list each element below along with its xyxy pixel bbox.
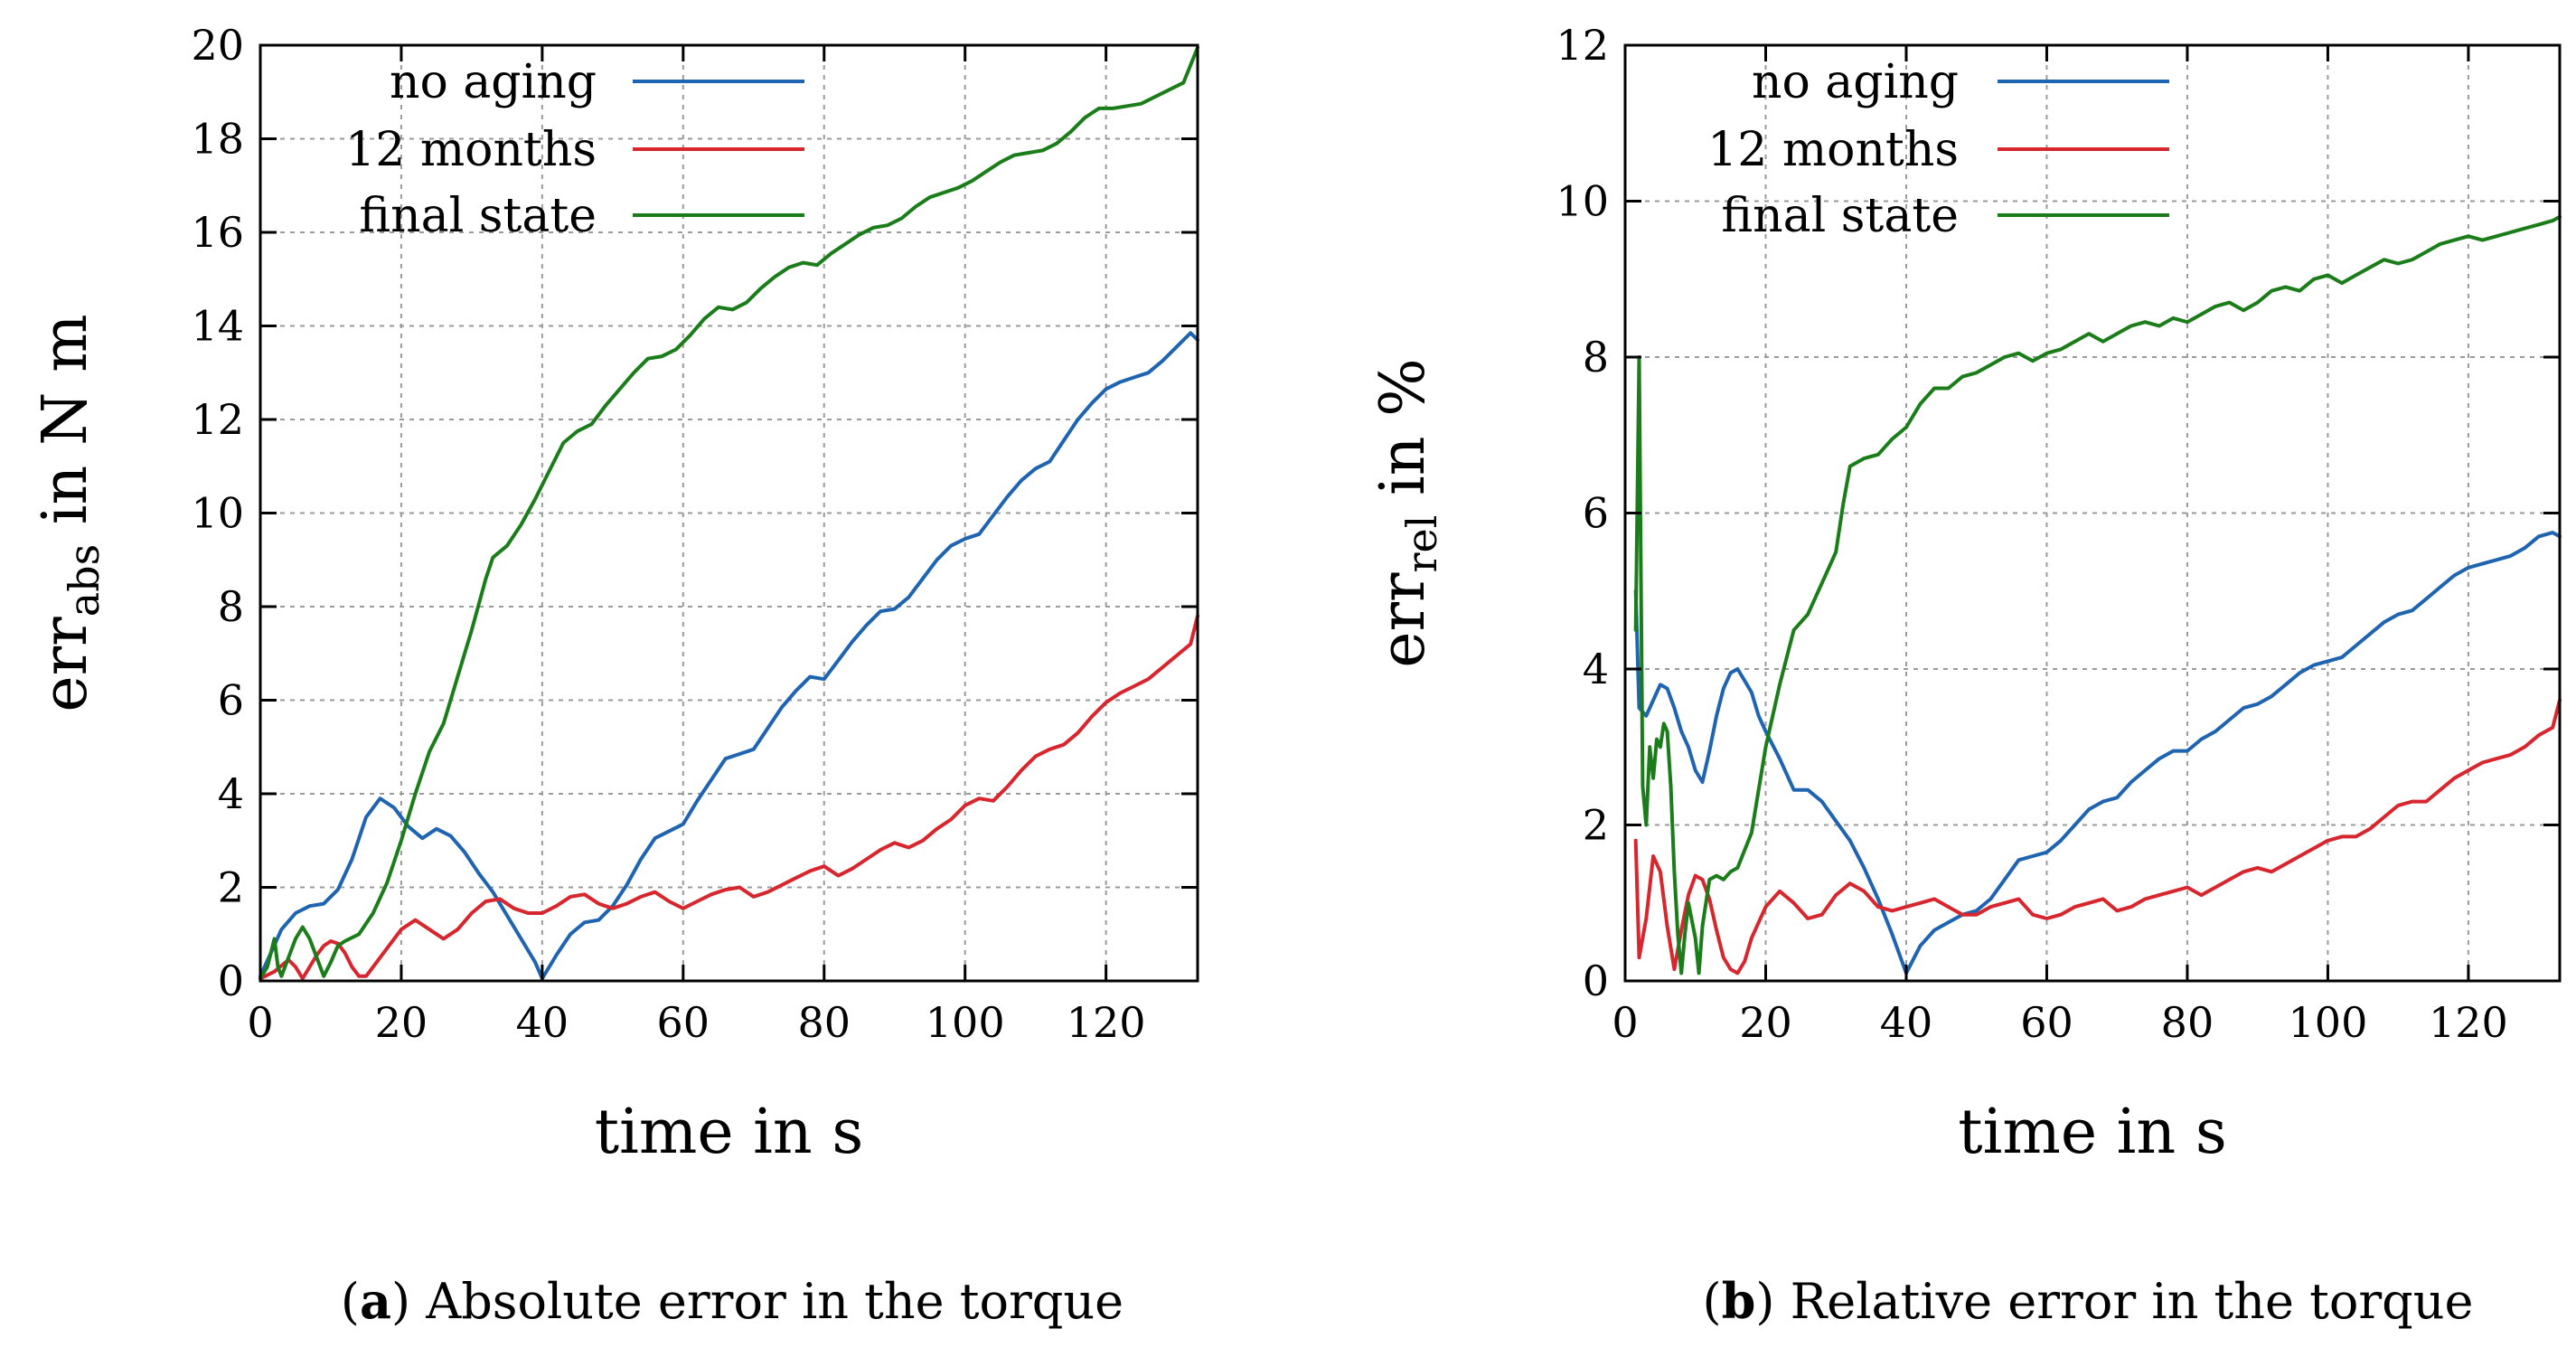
legend-label: 12 months	[345, 123, 597, 177]
series-line-no-aging	[259, 331, 1199, 981]
x-tick-label: 80	[2161, 998, 2214, 1047]
y-tick-label: 2	[1583, 801, 1609, 850]
y-axis-label-unit: in N m	[30, 314, 101, 543]
y-axis-label-subscript: rel	[1397, 515, 1446, 573]
caption-text: Absolute error in the torque	[425, 1273, 1123, 1330]
y-tick-label: 18	[191, 115, 244, 164]
series-line-12-months	[259, 614, 1199, 981]
y-tick-label: 14	[191, 302, 244, 351]
legend-label: no aging	[390, 55, 597, 109]
x-tick-label: 120	[1067, 998, 1146, 1047]
caption: (b) Relative error in the torque	[1703, 1272, 2474, 1330]
y-tick-label: 2	[218, 863, 244, 912]
y-tick-label: 12	[191, 395, 244, 444]
caption-tag: b	[1722, 1272, 1756, 1330]
y-tick-label: 6	[218, 676, 244, 725]
caption-tag: a	[360, 1272, 391, 1330]
y-axis-label: errrel in %	[1368, 358, 1446, 668]
x-tick-label: 60	[657, 998, 710, 1047]
x-tick-label: 40	[1880, 998, 1933, 1047]
series-line-no-aging	[1633, 531, 2562, 975]
y-axis-label-subscript: abs	[60, 544, 108, 617]
y-axis-label-unit: in %	[1368, 358, 1439, 514]
legend-label: final state	[359, 189, 597, 243]
y-tick-label: 10	[191, 489, 244, 538]
x-tick-label: 0	[1612, 998, 1638, 1047]
y-tick-label: 0	[1583, 956, 1609, 1005]
y-tick-label: 6	[1583, 489, 1609, 538]
x-tick-label: 20	[1739, 998, 1792, 1047]
y-tick-label: 12	[1556, 21, 1609, 70]
caption-text: Relative error in the torque	[1791, 1273, 2474, 1330]
y-tick-label: 8	[1583, 333, 1609, 382]
y-axis-label-main: err	[1368, 572, 1439, 668]
x-tick-label: 80	[797, 998, 851, 1047]
series-line-final-state	[1633, 214, 2562, 975]
y-axis-label: errabs in N m	[30, 314, 108, 711]
caption-paren-close: )	[1755, 1273, 1790, 1330]
caption-paren-open: (	[341, 1273, 360, 1330]
caption-paren-open: (	[1703, 1273, 1722, 1330]
y-tick-label: 10	[1556, 177, 1609, 226]
legend-label: 12 months	[1707, 123, 1959, 177]
x-tick-label: 60	[2020, 998, 2073, 1047]
series-line-final-state	[259, 45, 1199, 981]
caption: (a) Absolute error in the torque	[341, 1272, 1123, 1330]
chart-panel-b: 0 20 40 60 80 100 120 0 2 4 6 8 10 12 no aging 12 month…	[1368, 21, 2562, 1330]
legend-label: no aging	[1752, 55, 1959, 109]
x-axis-label: time in s	[1958, 1097, 2226, 1168]
x-tick-label: 120	[2429, 998, 2508, 1047]
x-tick-label: 100	[2289, 998, 2368, 1047]
x-tick-label: 0	[247, 998, 273, 1047]
legend-label: final state	[1721, 189, 1959, 243]
chart-panel-a: 0 20 40 60 80 100 120 0 2 4 6 8 10 12 14 16 18 20 no aging…	[30, 21, 1199, 1330]
y-tick-label: 0	[218, 956, 244, 1005]
x-tick-label: 100	[926, 998, 1005, 1047]
x-tick-label: 40	[516, 998, 569, 1047]
caption-paren-close: )	[391, 1273, 426, 1330]
y-tick-label: 8	[218, 582, 244, 631]
x-tick-label: 20	[375, 998, 428, 1047]
y-tick-label: 4	[1583, 645, 1609, 693]
y-tick-label: 4	[218, 769, 244, 818]
y-axis-label-main: err	[30, 617, 101, 712]
x-axis-label: time in s	[595, 1097, 863, 1168]
y-tick-label: 20	[191, 21, 244, 70]
series-line-12-months	[1633, 698, 2562, 975]
y-tick-label: 16	[191, 208, 244, 257]
